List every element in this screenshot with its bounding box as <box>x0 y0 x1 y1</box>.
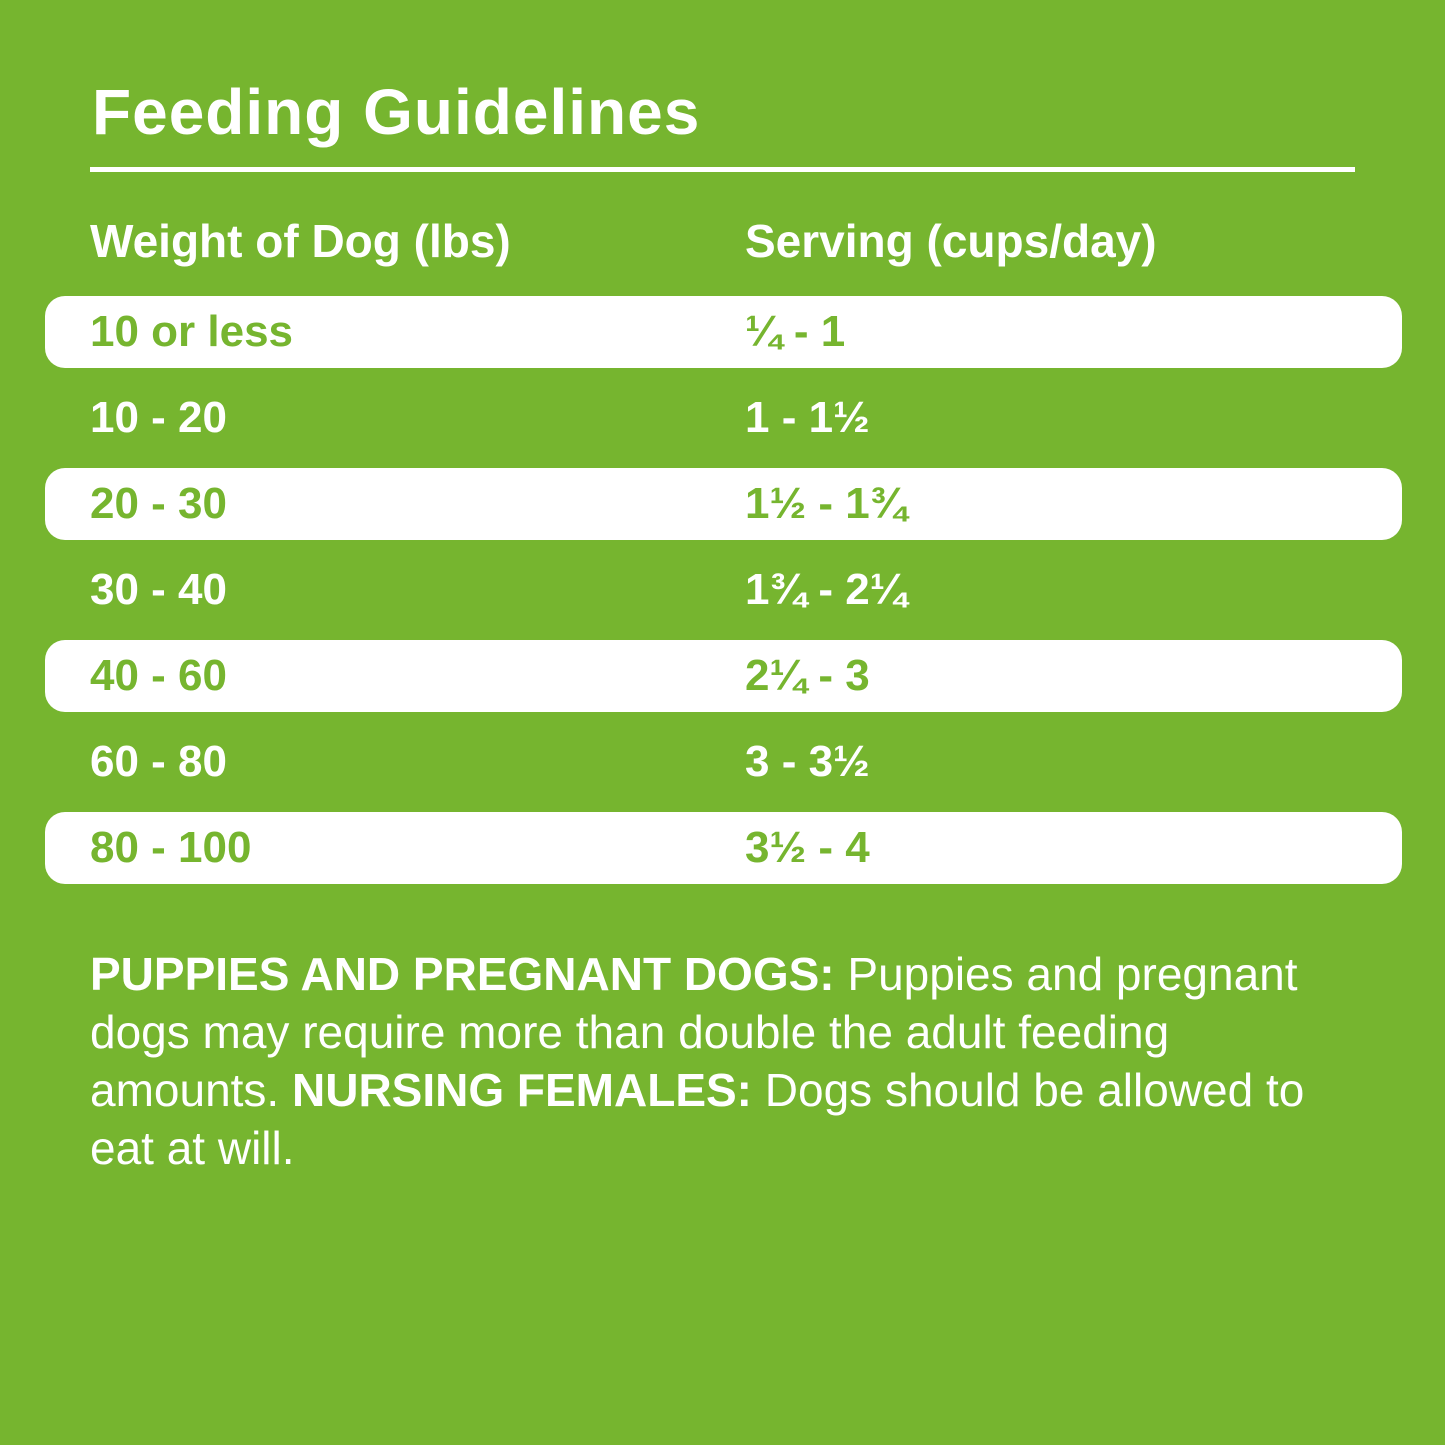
serving-cell: ¼ - 1 <box>745 307 846 356</box>
table-column-headers: Weight of Dog (lbs) Serving (cups/day) <box>90 218 1355 264</box>
page-title: Feeding Guidelines <box>92 76 701 148</box>
weight-cell: 40 - 60 <box>90 651 227 700</box>
table-row: 60 - 80 3 - 3½ <box>0 719 1445 805</box>
serving-cell: 2¼ - 3 <box>745 651 870 700</box>
weight-cell: 20 - 30 <box>90 479 227 528</box>
weight-cell: 80 - 100 <box>90 823 252 872</box>
table-row: 40 - 60 2¼ - 3 <box>0 633 1445 719</box>
serving-cell: 1½ - 1¾ <box>745 479 907 528</box>
footnote-text-puppies: Puppies and pregnant dogs may require mo… <box>90 948 1298 1116</box>
feeding-guidelines-panel: Feeding Guidelines Weight of Dog (lbs) S… <box>0 80 1445 1445</box>
table-row: 20 - 30 1½ - 1¾ <box>0 461 1445 547</box>
column-header-serving: Serving (cups/day) <box>745 215 1157 267</box>
table-row: 30 - 40 1¾ - 2¼ <box>0 547 1445 633</box>
column-header-weight: Weight of Dog (lbs) <box>90 215 511 267</box>
table-row: 10 or less ¼ - 1 <box>0 289 1445 375</box>
feeding-table: 10 or less ¼ - 1 10 - 20 1 - 1½ 20 - 30 … <box>0 289 1445 891</box>
footnote-label-puppies: PUPPIES AND PREGNANT DOGS: <box>90 948 848 1000</box>
table-row: 10 - 20 1 - 1½ <box>0 375 1445 461</box>
weight-cell: 10 - 20 <box>90 393 227 442</box>
serving-cell: 1¾ - 2¼ <box>745 565 907 614</box>
serving-cell: 3½ - 4 <box>745 823 870 872</box>
weight-cell: 30 - 40 <box>90 565 227 614</box>
title-divider <box>90 167 1355 172</box>
weight-cell: 10 or less <box>90 307 294 356</box>
serving-cell: 3 - 3½ <box>745 737 870 786</box>
footnote-label-nursing: NURSING FEMALES: <box>292 1064 765 1116</box>
weight-cell: 60 - 80 <box>90 737 227 786</box>
table-row: 80 - 100 3½ - 4 <box>0 805 1445 891</box>
footnote-text-nursing: Dogs should be allowed to eat at will. <box>90 1064 1305 1174</box>
serving-cell: 1 - 1½ <box>745 393 870 442</box>
footnote: PUPPIES AND PREGNANT DOGS: Puppies and p… <box>90 945 1360 1177</box>
